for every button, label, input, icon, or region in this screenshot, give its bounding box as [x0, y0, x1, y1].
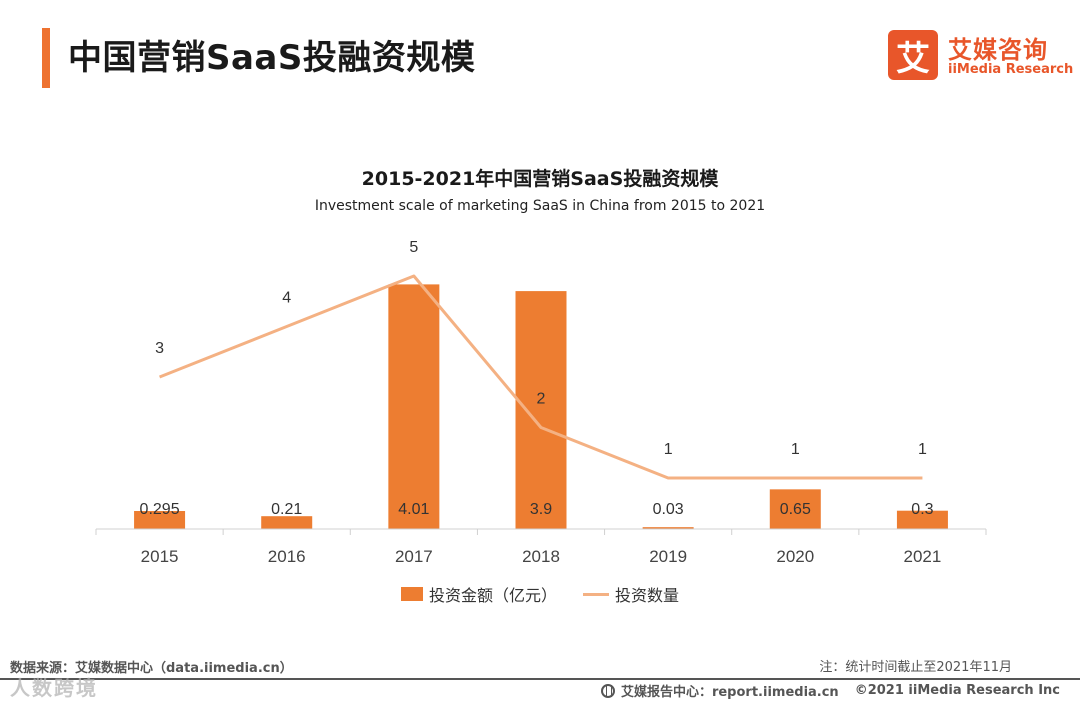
line-label-2015: 3 [155, 340, 164, 357]
globe-icon [600, 683, 615, 698]
bar-2021 [896, 510, 948, 529]
line-label-2021: 1 [918, 441, 927, 458]
line-label-2020: 1 [791, 441, 800, 458]
bar-label-2015: 0.295 [140, 501, 180, 518]
bar-2015 [134, 511, 186, 529]
line-series-count [159, 274, 923, 480]
logo-mark-icon: 艾 [888, 30, 938, 80]
x-tick-label-2017: 2017 [395, 547, 433, 566]
title-accent-bar [42, 28, 50, 88]
legend-bar-swatch [400, 587, 423, 601]
legend-label-count: 投资数量 [615, 586, 680, 605]
legend-line-swatch [583, 592, 609, 596]
bar-2016 [261, 516, 313, 529]
chart-subtitle: Investment scale of marketing SaaS in Ch… [314, 198, 766, 214]
page-title: 中国营销SaaS投融资规模 [68, 38, 476, 78]
bar-2019 [642, 527, 694, 529]
line-label-2018: 2 [537, 391, 546, 408]
data-source: 数据来源：艾媒数据中心（data.iimedia.cn） [10, 661, 293, 676]
chart-title: 2015-2021年中国营销SaaS投融资规模 [361, 168, 719, 190]
bar-2018 [515, 291, 567, 529]
copyright: ©2021 iiMedia Research Inc [854, 683, 1060, 698]
statistics-note: 注：统计时间截止至2021年11月 [819, 660, 1012, 675]
line-label-2019: 1 [664, 441, 673, 458]
report-center-link[interactable]: 艾媒报告中心：report.iimedia.cn [620, 685, 839, 700]
legend-item-count: 投资数量 [583, 582, 679, 606]
bar-label-2019: 0.03 [653, 501, 684, 518]
x-tick-label-2020: 2020 [776, 547, 814, 566]
x-tick-label-2016: 2016 [268, 547, 306, 566]
legend-label-amount: 投资金额（亿元） [428, 586, 557, 605]
bar-label-2016: 0.21 [271, 501, 302, 518]
footer-report: 艾媒报告中心：report.iimedia.cn ©2021 iiMedia R… [600, 681, 1060, 700]
x-tick-label-2021: 2021 [904, 547, 942, 566]
bar-label-2021: 0.3 [911, 501, 933, 518]
bar-label-2018: 3.9 [530, 501, 552, 518]
chart-legend: 投资金额（亿元） 投资数量 [0, 582, 1080, 606]
footer-divider [0, 678, 1080, 680]
line-label-2017: 5 [409, 239, 418, 256]
legend-item-amount: 投资金额（亿元） [400, 582, 557, 606]
iimedia-logo: 艾 艾媒咨询 iiMedia Research [888, 30, 1073, 82]
logo-chinese-name: 艾媒咨询 [948, 36, 1048, 64]
x-tick-label-2018: 2018 [522, 547, 560, 566]
bar-2017 [388, 284, 440, 529]
bar-2020 [769, 489, 821, 529]
bar-label-2017: 4.01 [398, 501, 429, 518]
logo-english-name: iiMedia Research [948, 62, 1074, 77]
x-tick-label-2015: 2015 [141, 547, 179, 566]
bar-label-2020: 0.65 [780, 501, 811, 518]
watermark: 人数跨境 [10, 676, 98, 700]
x-tick-label-2019: 2019 [649, 547, 687, 566]
line-label-2016: 4 [282, 290, 291, 307]
